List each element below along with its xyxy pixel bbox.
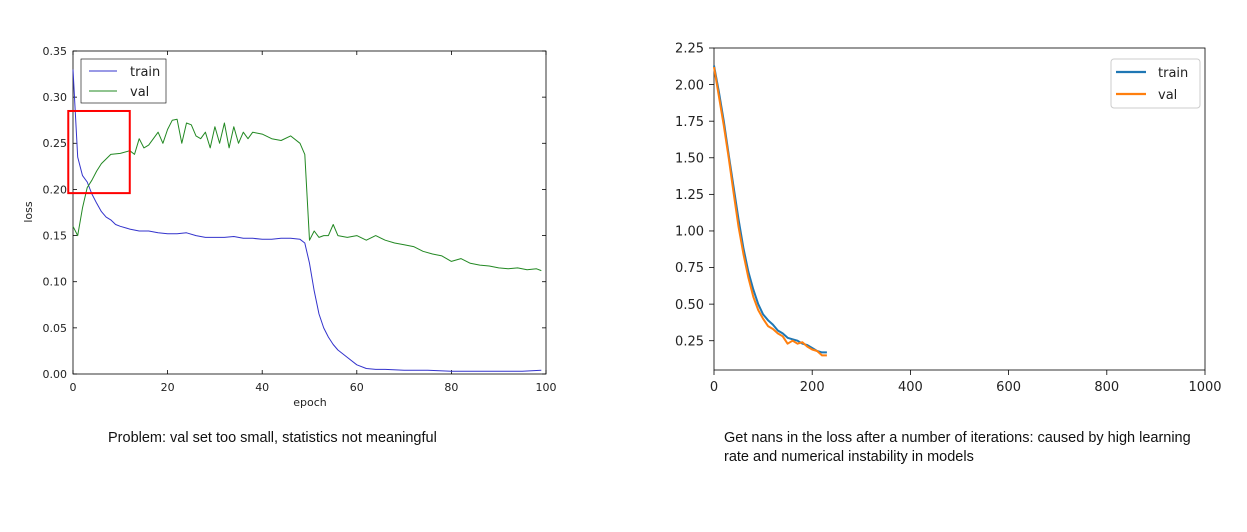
left-x-tick-label: 40 [255,381,269,394]
right-caption: Get nans in the loss after a number of i… [724,430,1191,465]
left-y-tick-label: 0.25 [43,137,68,150]
right-y-tick-label: 0.75 [675,261,704,276]
left-y-axis-label: loss [22,201,35,223]
left-y-tick-label: 0.30 [43,91,68,104]
left-y-tick-label: 0.00 [43,368,68,381]
left-legend-box [80,58,167,104]
right-legend: train val [1110,58,1201,109]
left-caption: Problem: val set too small, statistics n… [108,430,437,446]
left-y-tick-label: 0.10 [43,276,68,289]
left-x-tick-label: 100 [536,381,557,394]
right-y-tick-label: 2.00 [675,78,704,93]
right-y-tick-label: 0.50 [675,298,704,313]
left-y-tick-label: 0.15 [43,230,68,243]
left-y-tick-label: 0.20 [43,183,68,196]
left-plot-frame [72,50,547,375]
right-y-tick-label: 1.50 [675,151,704,166]
left-annotation-rectangle [67,109,131,195]
right-y-tick-label: 0.25 [675,334,704,349]
right-legend-train-label: train [1158,66,1188,81]
left-x-axis-label: epoch [293,396,327,409]
right-y-tick-label: 1.75 [675,115,704,130]
left-x-tick-label: 60 [350,381,364,394]
right-y-tick-label: 1.00 [675,225,704,240]
right-chart: 0 200 400 600 800 1000 0.25 0.50 0.75 1.00 1.25 1.5… [675,42,1222,395]
left-legend-train-label: train [130,65,160,80]
right-y-tick-label: 2.25 [675,42,704,57]
left-y-tick-label: 0.35 [43,45,68,58]
left-y-tick-label: 0.05 [43,322,68,335]
left-legend-val-label: val [130,85,149,100]
left-chart: 0 20 40 60 80 100 0.00 0.05 0.10 0.15 0.20 0.25 0.30… [22,45,557,409]
left-x-tick-label: 80 [444,381,458,394]
right-x-tick-label: 800 [1094,380,1119,395]
right-x-tick-label: 1000 [1188,380,1221,395]
left-series-val-line [72,118,542,272]
left-x-tick-label: 20 [161,381,175,394]
right-series-val-line [713,66,827,357]
right-x-tick-label: 400 [898,380,923,395]
left-series-train-line [72,69,542,372]
right-chart-marks: 0 200 400 600 800 1000 0.25 0.50 0.75 1.00 1.25 1.5… [675,42,1222,395]
left-x-tick-label: 0 [70,381,77,394]
left-legend: train val [80,58,167,104]
right-legend-val-label: val [1158,88,1177,103]
right-x-tick-label: 0 [710,380,718,395]
right-x-tick-label: 600 [996,380,1021,395]
right-x-tick-label: 200 [800,380,825,395]
right-y-tick-label: 1.25 [675,188,704,203]
left-chart-marks: 0 20 40 60 80 100 0.00 0.05 0.10 0.15 0.20 0.25 0.30… [43,45,557,394]
